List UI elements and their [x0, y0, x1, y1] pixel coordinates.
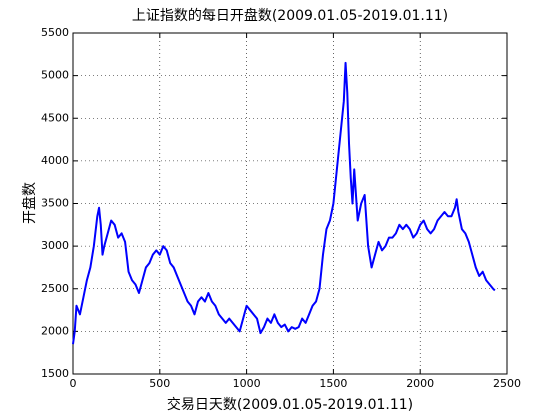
- x-tick-label: 2000: [406, 377, 434, 390]
- plot-frame: [72, 32, 508, 375]
- y-tick-label: 4000: [41, 154, 69, 167]
- y-tick-label: 3500: [41, 197, 69, 210]
- x-tick-label: 1500: [319, 377, 347, 390]
- data-line: [72, 61, 496, 345]
- y-tick-label: 4500: [41, 111, 69, 124]
- x-tick-label: 2500: [493, 377, 521, 390]
- chart-title: 上证指数的每日开盘数(2009.01.05-2019.01.11): [132, 7, 448, 24]
- x-tick-label: 500: [149, 377, 170, 390]
- x-tick-label: 1000: [233, 377, 261, 390]
- y-tick-label: 2500: [41, 282, 69, 295]
- y-tick-label: 2000: [41, 324, 69, 337]
- y-tick-label: 5000: [41, 69, 69, 82]
- y-tick-label: 3000: [41, 239, 69, 252]
- x-tick-label: 0: [70, 377, 77, 390]
- y-axis-label: 开盘数: [21, 182, 38, 224]
- x-axis-label: 交易日天数(2009.01.05-2019.01.11): [167, 396, 413, 413]
- y-tick-label: 5500: [41, 26, 69, 39]
- y-tick-label: 1500: [41, 367, 69, 380]
